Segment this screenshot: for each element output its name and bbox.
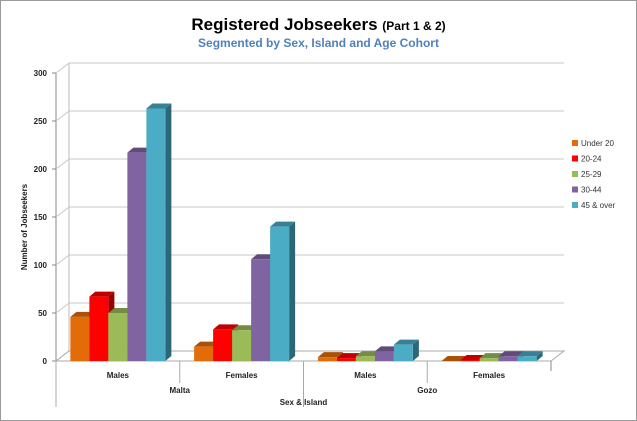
legend-label: 30-44 bbox=[581, 186, 602, 195]
bar-face bbox=[355, 356, 375, 361]
bar-face bbox=[213, 324, 239, 330]
bar-face bbox=[460, 360, 480, 361]
gridline-side bbox=[55, 302, 70, 314]
y-tick-label: 200 bbox=[34, 165, 48, 174]
y-axis-title: Number of Jobseekers bbox=[20, 183, 29, 270]
group-label: Malta bbox=[170, 386, 191, 395]
bar-20-24 bbox=[336, 353, 362, 361]
bar-face bbox=[441, 356, 467, 361]
bar-face bbox=[289, 221, 296, 361]
bar-under-20 bbox=[441, 356, 467, 361]
bar-face bbox=[108, 308, 134, 313]
bar-face bbox=[127, 152, 147, 361]
bar-face bbox=[70, 311, 96, 317]
gridline-side bbox=[55, 110, 70, 122]
legend-swatch bbox=[572, 171, 578, 177]
bar-45-over bbox=[146, 103, 172, 362]
bar-25-29 bbox=[355, 351, 381, 361]
bar-45-over bbox=[270, 221, 296, 361]
bar-face bbox=[479, 353, 505, 359]
y-tick-label: 100 bbox=[34, 261, 48, 270]
category-label: Females bbox=[473, 371, 506, 380]
bar-face bbox=[412, 339, 419, 361]
y-tick-label: 300 bbox=[34, 69, 48, 78]
legend-swatch bbox=[572, 140, 578, 146]
legend-swatch bbox=[572, 155, 578, 162]
bar-face bbox=[355, 351, 381, 357]
bar-face bbox=[393, 344, 413, 361]
bar-face bbox=[146, 108, 166, 362]
bar-face bbox=[460, 355, 486, 361]
bar-face bbox=[270, 226, 290, 361]
legend-label: 20-24 bbox=[581, 155, 602, 164]
bar-45-over bbox=[393, 339, 419, 361]
bar-face bbox=[127, 147, 153, 153]
gridline-side bbox=[55, 62, 70, 74]
bar-face bbox=[498, 351, 524, 357]
bar-face bbox=[108, 313, 128, 361]
legend-swatch bbox=[572, 186, 578, 193]
bar-face bbox=[213, 329, 233, 361]
legend-swatch bbox=[572, 202, 578, 208]
bar-face bbox=[251, 254, 277, 260]
bar-face bbox=[479, 358, 499, 361]
gridline-side bbox=[55, 254, 70, 266]
bar-face bbox=[536, 351, 543, 361]
bar-face bbox=[232, 330, 252, 361]
bar-face bbox=[517, 356, 537, 361]
legend-label: 25-29 bbox=[581, 170, 602, 179]
y-tick-label: 50 bbox=[38, 309, 47, 318]
y-tick-label: 250 bbox=[34, 117, 48, 126]
bar-face bbox=[374, 351, 394, 361]
bar-face bbox=[393, 339, 419, 345]
bar-face bbox=[232, 325, 258, 331]
y-tick-label: 150 bbox=[34, 213, 48, 222]
bar-face bbox=[517, 351, 543, 357]
bar-face bbox=[70, 316, 90, 361]
bar-face bbox=[317, 352, 343, 358]
bar-face bbox=[270, 221, 296, 227]
bar-face bbox=[89, 296, 109, 361]
legend-label: Under 20 bbox=[581, 139, 614, 148]
chart-title: Registered Jobseekers (Part 1 & 2) bbox=[191, 15, 446, 34]
bar-face bbox=[89, 291, 115, 297]
bar-face bbox=[374, 346, 400, 352]
bar-face bbox=[336, 353, 362, 359]
gridline-side bbox=[55, 158, 70, 170]
x-axis-title: Sex & Island bbox=[280, 398, 328, 407]
bar-face bbox=[336, 358, 356, 361]
bar-face bbox=[317, 357, 337, 361]
gridline-side bbox=[55, 206, 70, 218]
group-label: Gozo bbox=[417, 386, 437, 395]
category-label: Males bbox=[354, 371, 377, 380]
y-tick-label: 0 bbox=[43, 357, 48, 366]
bar-face bbox=[194, 346, 214, 361]
category-label: Males bbox=[107, 371, 130, 380]
bar-face bbox=[194, 341, 220, 347]
bar-face bbox=[146, 103, 172, 109]
legend-label: 45 & over bbox=[581, 201, 616, 210]
bar-45-over bbox=[517, 351, 543, 361]
bar-face bbox=[498, 356, 518, 361]
chart-subtitle: Segmented by Sex, Island and Age Cohort bbox=[198, 36, 439, 50]
bar-face bbox=[251, 259, 271, 361]
bar-face bbox=[165, 103, 172, 362]
category-label: Females bbox=[226, 371, 259, 380]
